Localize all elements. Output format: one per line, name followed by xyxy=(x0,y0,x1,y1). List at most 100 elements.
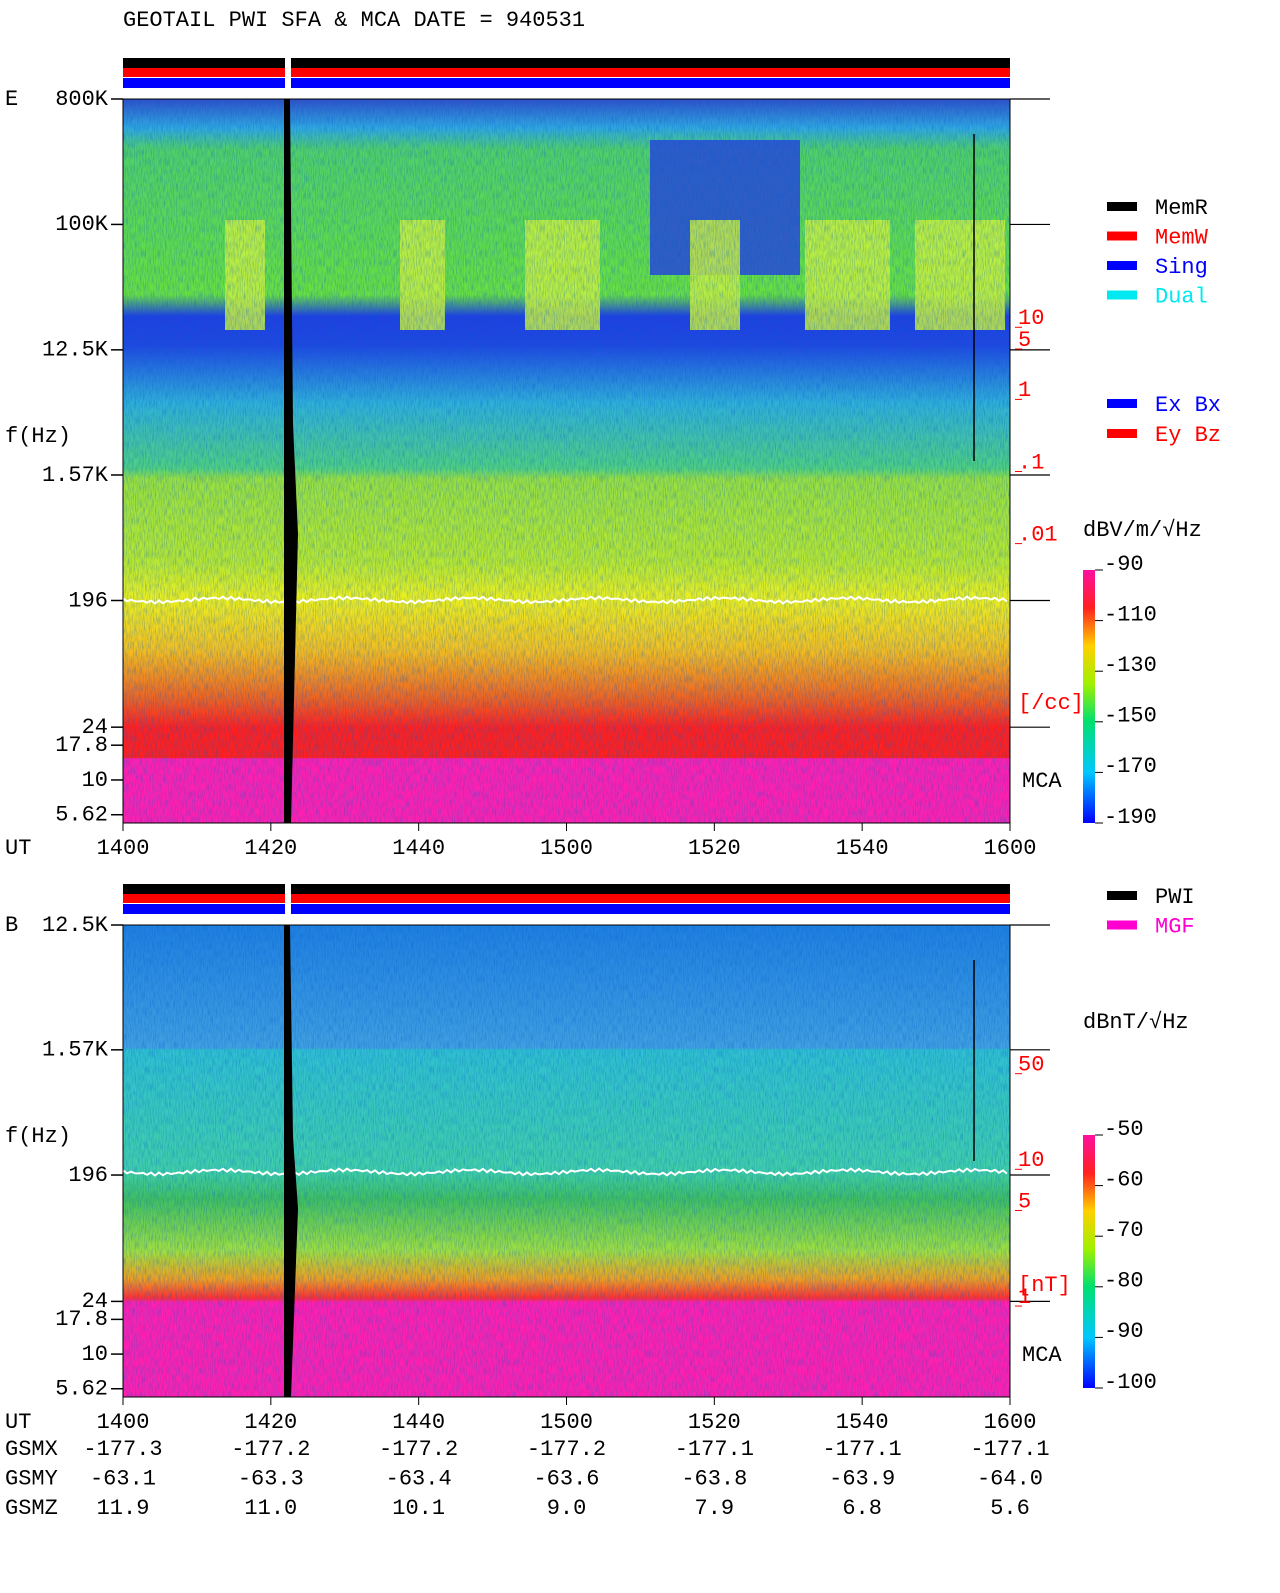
y-tick-label: 1.57K xyxy=(42,1038,109,1063)
spectrogram-texture xyxy=(123,99,1010,823)
y-tick-label: 5.62 xyxy=(55,803,108,828)
y2-tick-label: 10 xyxy=(1018,306,1044,331)
orbit-value: -63.8 xyxy=(681,1466,747,1491)
colorbar-tick-label: -70 xyxy=(1104,1218,1144,1243)
y-tick-label: 5.62 xyxy=(55,1377,108,1402)
plot-frame xyxy=(122,924,1011,1398)
y-tick-label: 12.5K xyxy=(42,913,109,938)
x-tick-label: 1600 xyxy=(984,1410,1037,1435)
panel-label: E xyxy=(5,87,18,112)
colorbar-tick-label: -150 xyxy=(1104,704,1157,729)
colorbar-label: dBV/m/√Hz xyxy=(1083,518,1202,543)
orbit-value: -177.2 xyxy=(231,1437,310,1462)
x-tick-label: 1440 xyxy=(392,836,445,861)
orbit-value: 10.1 xyxy=(392,1496,445,1521)
colorbar-tick-label: -110 xyxy=(1104,602,1157,627)
y-tick-label: 12.5K xyxy=(42,338,109,363)
x-tick-label: 1400 xyxy=(97,1410,150,1435)
legend-swatch xyxy=(1107,261,1137,270)
legend-label: MemR xyxy=(1155,196,1208,221)
legend-swatch xyxy=(1107,891,1137,900)
cyclotron-line xyxy=(122,595,1008,605)
colorbar-tick-label: -190 xyxy=(1104,805,1157,830)
y2-tick-label: 1 xyxy=(1018,1285,1031,1310)
legend-swatch xyxy=(1107,202,1137,211)
colorbar xyxy=(1083,570,1095,823)
orbit-value: -177.1 xyxy=(823,1437,902,1462)
x-tick-label: 1600 xyxy=(984,836,1037,861)
orbit-value: -63.4 xyxy=(386,1466,452,1491)
orbit-value: 11.0 xyxy=(244,1496,297,1521)
orbit-value: 7.9 xyxy=(695,1496,735,1521)
colorbar-label: dBnT/√Hz xyxy=(1083,1010,1189,1035)
orbit-row-name: GSMZ xyxy=(5,1496,58,1521)
y-tick-label: 800K xyxy=(55,87,109,112)
band-label: MCA xyxy=(1022,769,1062,794)
y-tick-label: 24 xyxy=(82,1289,108,1314)
x-tick-label: 1440 xyxy=(392,1410,445,1435)
orbit-value: -177.1 xyxy=(675,1437,754,1462)
x-tick-label: 1400 xyxy=(97,836,150,861)
y2-tick-label: .01 xyxy=(1018,522,1058,547)
y2-tick-label: .1 xyxy=(1018,450,1044,475)
y-tick-label: 17.8 xyxy=(55,733,108,758)
status-bar xyxy=(123,68,1010,77)
legend-label: Ex Bx xyxy=(1155,393,1221,418)
legend-swatch xyxy=(1107,429,1137,438)
x-tick-label: 1420 xyxy=(244,1410,297,1435)
y2-tick-label: 10 xyxy=(1018,1148,1044,1173)
orbit-value: -63.6 xyxy=(533,1466,599,1491)
legend-label: MGF xyxy=(1155,914,1195,939)
y-tick-label: 100K xyxy=(55,212,109,237)
legend-label: PWI xyxy=(1155,885,1195,910)
legend-swatch xyxy=(1107,290,1137,300)
colorbar-tick-label: -90 xyxy=(1104,552,1144,577)
status-gap xyxy=(285,58,291,88)
colorbar xyxy=(1083,1135,1095,1388)
y-tick-label: 1.57K xyxy=(42,463,109,488)
y-tick-label: 10 xyxy=(82,768,108,793)
x-label: UT xyxy=(5,836,31,861)
colorbar-tick-label: -90 xyxy=(1104,1319,1144,1344)
colorbar-tick-label: -50 xyxy=(1104,1117,1144,1142)
x-tick-label: 1520 xyxy=(688,1410,741,1435)
status-bar xyxy=(123,904,1010,914)
x-tick-label: 1540 xyxy=(836,836,889,861)
legend-label: Sing xyxy=(1155,255,1208,280)
status-bar xyxy=(123,884,1010,894)
status-bar xyxy=(123,894,1010,903)
y-tick-label: 196 xyxy=(68,1163,108,1188)
x-label: UT xyxy=(5,1410,31,1435)
orbit-value: -177.2 xyxy=(527,1437,606,1462)
orbit-value: -63.9 xyxy=(829,1466,895,1491)
legend-label: Ey Bz xyxy=(1155,423,1221,448)
orbit-value: -64.0 xyxy=(977,1466,1043,1491)
colorbar-tick-label: -100 xyxy=(1104,1370,1157,1395)
y-label: f(Hz) xyxy=(5,424,71,449)
y-tick-label: 196 xyxy=(68,588,108,613)
spectrogram-texture xyxy=(123,925,1010,1397)
legend-swatch xyxy=(1107,231,1137,241)
orbit-value: 11.9 xyxy=(97,1496,150,1521)
x-tick-label: 1500 xyxy=(540,1410,593,1435)
y2-tick-label: 5 xyxy=(1018,328,1031,353)
legend-swatch xyxy=(1107,920,1137,930)
x-tick-label: 1500 xyxy=(540,836,593,861)
colorbar-tick-label: -170 xyxy=(1104,754,1157,779)
band-label: MCA xyxy=(1022,1343,1062,1368)
y-tick-label: 10 xyxy=(82,1342,108,1367)
chart-title: GEOTAIL PWI SFA & MCA DATE = 940531 xyxy=(123,8,585,33)
status-bar xyxy=(123,78,1010,88)
colorbar-tick-label: -60 xyxy=(1104,1167,1144,1192)
status-gap xyxy=(285,884,291,914)
orbit-value: 5.6 xyxy=(990,1496,1030,1521)
orbit-value: -63.1 xyxy=(90,1466,156,1491)
y2-label: [/cc] xyxy=(1018,691,1084,716)
colorbar-tick-label: -130 xyxy=(1104,653,1157,678)
y2-tick-label: 1 xyxy=(1018,378,1031,403)
x-tick-label: 1420 xyxy=(244,836,297,861)
legend-label: MemW xyxy=(1155,225,1209,250)
y-tick-label: 24 xyxy=(82,715,108,740)
data-gap xyxy=(284,925,298,1397)
